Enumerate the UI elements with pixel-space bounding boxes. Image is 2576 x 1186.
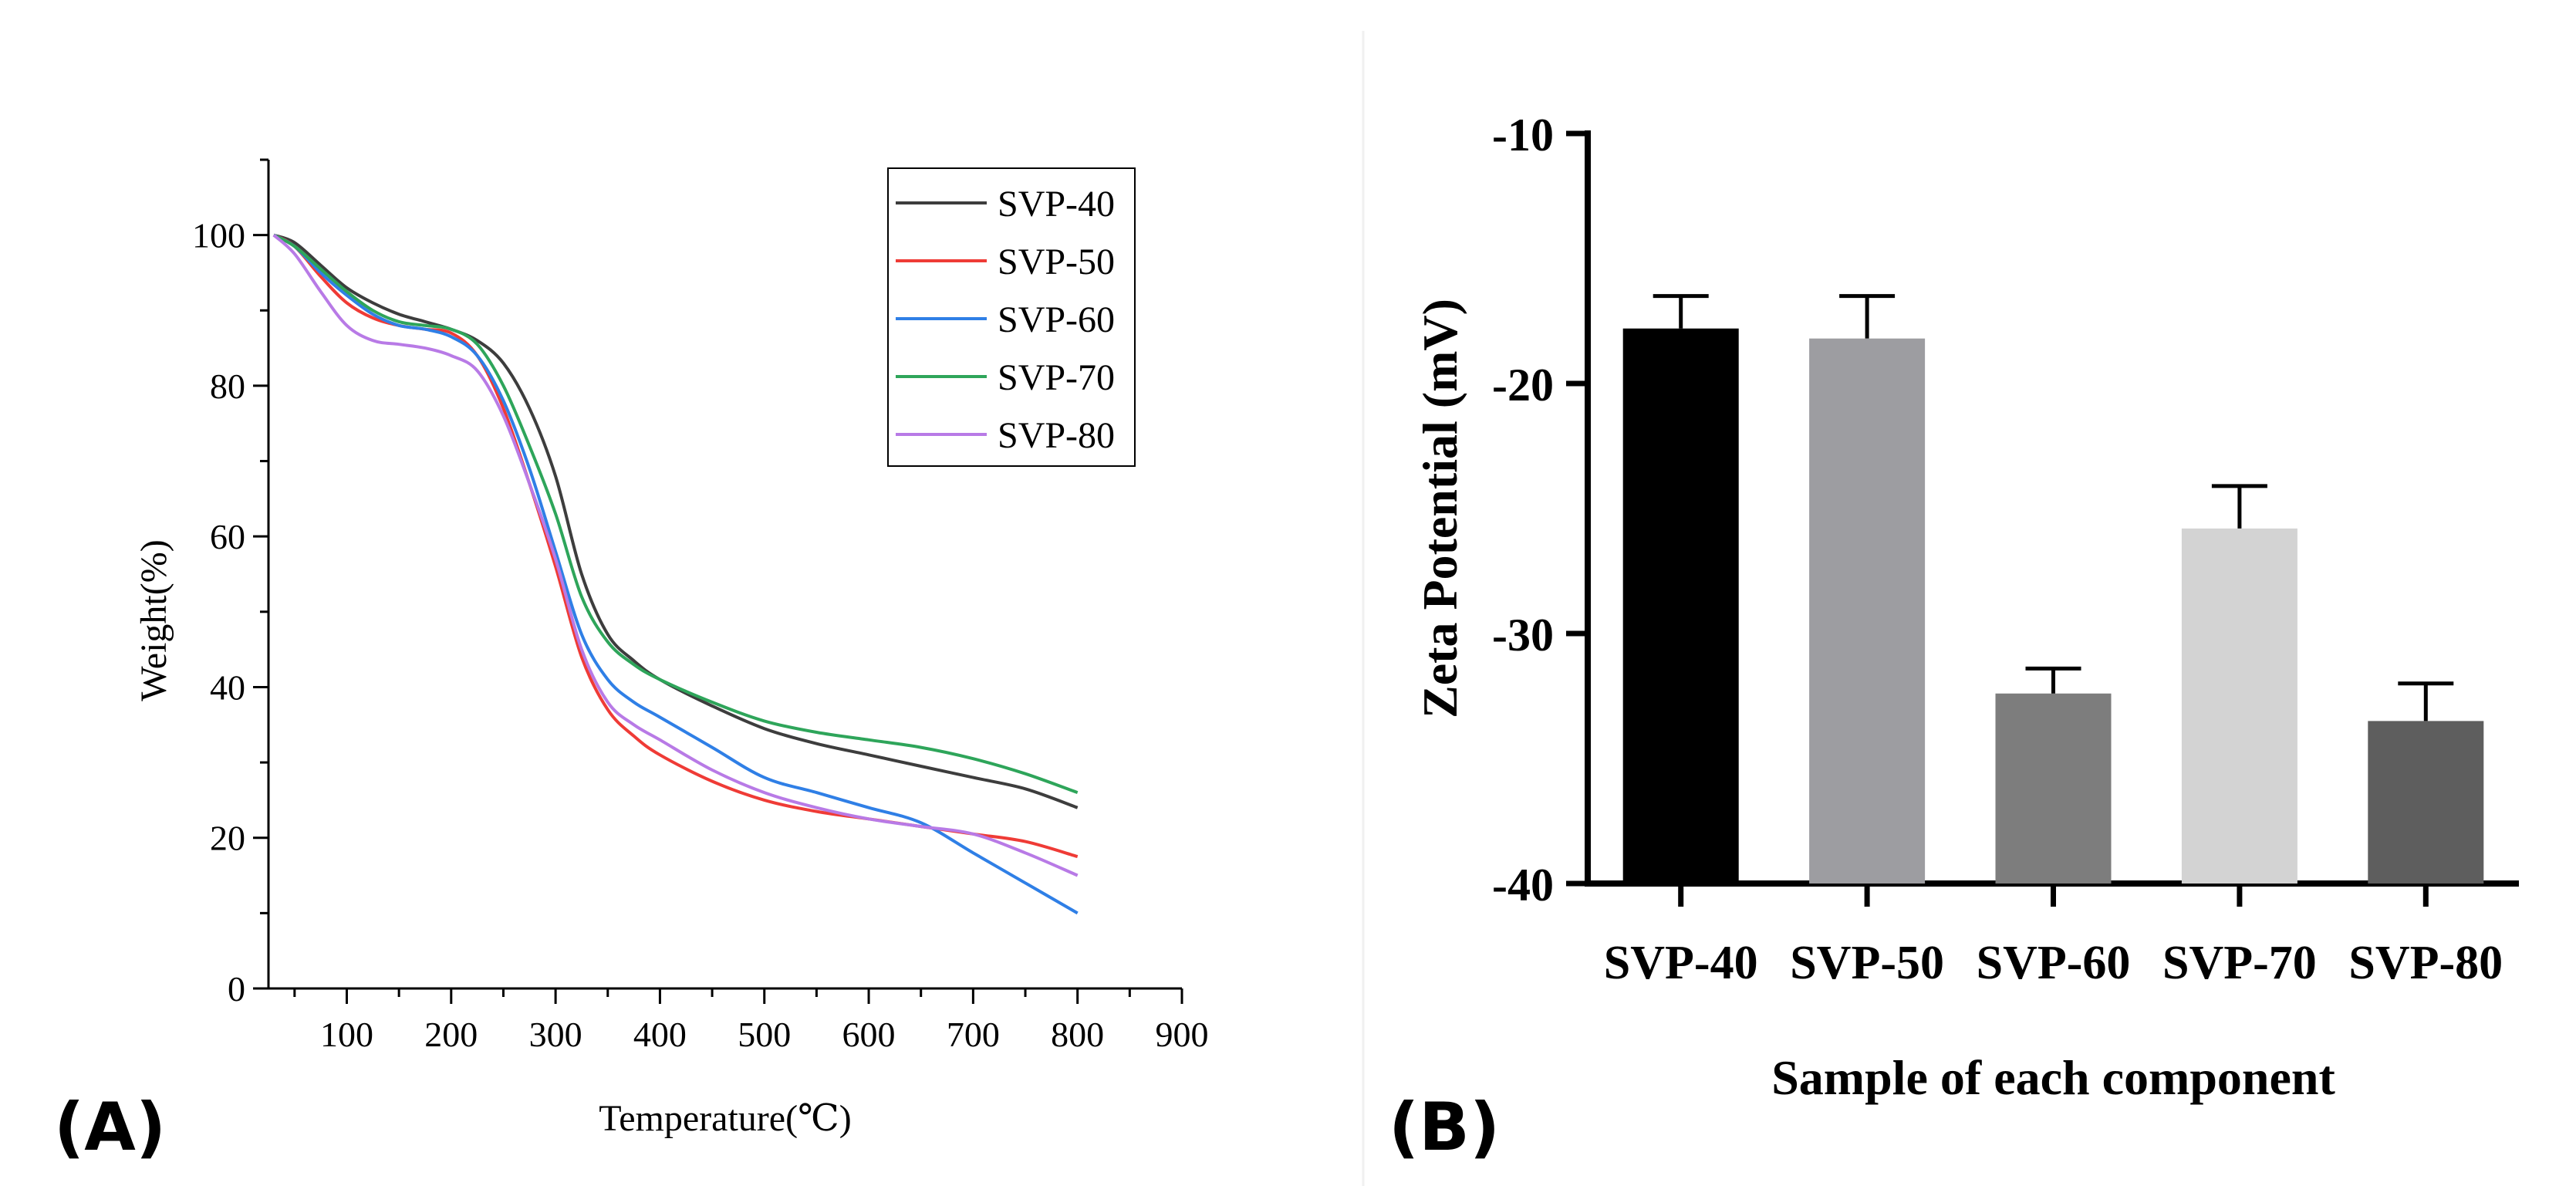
y-tick-label: 0 (228, 969, 245, 1009)
panel-b: (B) -10 -20 -30 -40 SVP-40 SVP-50 SVP-60 SVP-70… (1389, 110, 2519, 1166)
x-tick-label: 100 (320, 1015, 373, 1054)
bar-svp-80 (2368, 721, 2484, 884)
tga-line-chart: 100 200 300 400 500 600 700 800 900 0 20 40 60 80 100 T… (133, 158, 1209, 1139)
x-tick-label: 600 (842, 1015, 896, 1054)
x-tick-label: SVP-40 (1604, 937, 1758, 989)
y-axis-title: Zeta Potential (mV) (1413, 299, 1467, 718)
x-tick-label: SVP-70 (2162, 937, 2317, 989)
x-axis-title: Sample of each component (1771, 1050, 2335, 1105)
series-line-svp-60 (272, 233, 1079, 915)
y-tick-label: 100 (192, 216, 245, 255)
y-tick-label: 80 (210, 367, 245, 406)
y-tick-label: -10 (1492, 110, 1554, 160)
x-tick-label: 900 (1156, 1015, 1209, 1054)
bar-svp-60 (1995, 693, 2112, 884)
legend-label: SVP-50 (998, 242, 1115, 282)
series-line-svp-80 (272, 234, 1079, 877)
y-tick-label: -20 (1492, 360, 1554, 411)
x-tick-label: 800 (1051, 1015, 1104, 1054)
legend-label: SVP-70 (998, 357, 1115, 398)
x-tick-label: 200 (424, 1015, 478, 1054)
x-tick-label: 300 (529, 1015, 582, 1054)
x-tick-label: 700 (947, 1015, 1000, 1054)
x-tick-label: SVP-80 (2348, 937, 2503, 989)
y-tick-label: -30 (1492, 610, 1554, 661)
x-tick-label: SVP-60 (1977, 937, 2131, 989)
bar-svp-50 (1809, 338, 1926, 884)
panel-a-label: (A) (54, 1089, 166, 1166)
series-line-svp-40 (273, 233, 1079, 809)
y-tick-label: -40 (1492, 860, 1554, 911)
y-tick-label: 40 (210, 667, 245, 707)
x-tick-label: SVP-50 (1790, 937, 1944, 989)
legend-label: SVP-80 (998, 415, 1115, 456)
x-tick-label: 400 (633, 1015, 687, 1054)
legend-label: SVP-60 (998, 299, 1115, 340)
y-axis-title: Weight(%) (133, 539, 174, 701)
panel-a: (A) 100 200 300 400 500 600 700 800 900 0 20 40 60 80… (54, 158, 1209, 1166)
y-tick-label: 60 (210, 517, 245, 556)
legend-label: SVP-40 (998, 184, 1115, 225)
panel-b-label: (B) (1389, 1089, 1500, 1166)
y-tick-label: 20 (210, 819, 245, 858)
series-line-svp-70 (272, 233, 1079, 794)
bar-svp-70 (2181, 528, 2297, 884)
zeta-bar-chart: -10 -20 -30 -40 SVP-40 SVP-50 SVP-60 SVP-70 SVP-… (1413, 110, 2519, 1105)
x-tick-label: 500 (738, 1015, 791, 1054)
bar-svp-40 (1622, 328, 1739, 884)
x-axis-title: Temperature(℃) (599, 1098, 852, 1139)
